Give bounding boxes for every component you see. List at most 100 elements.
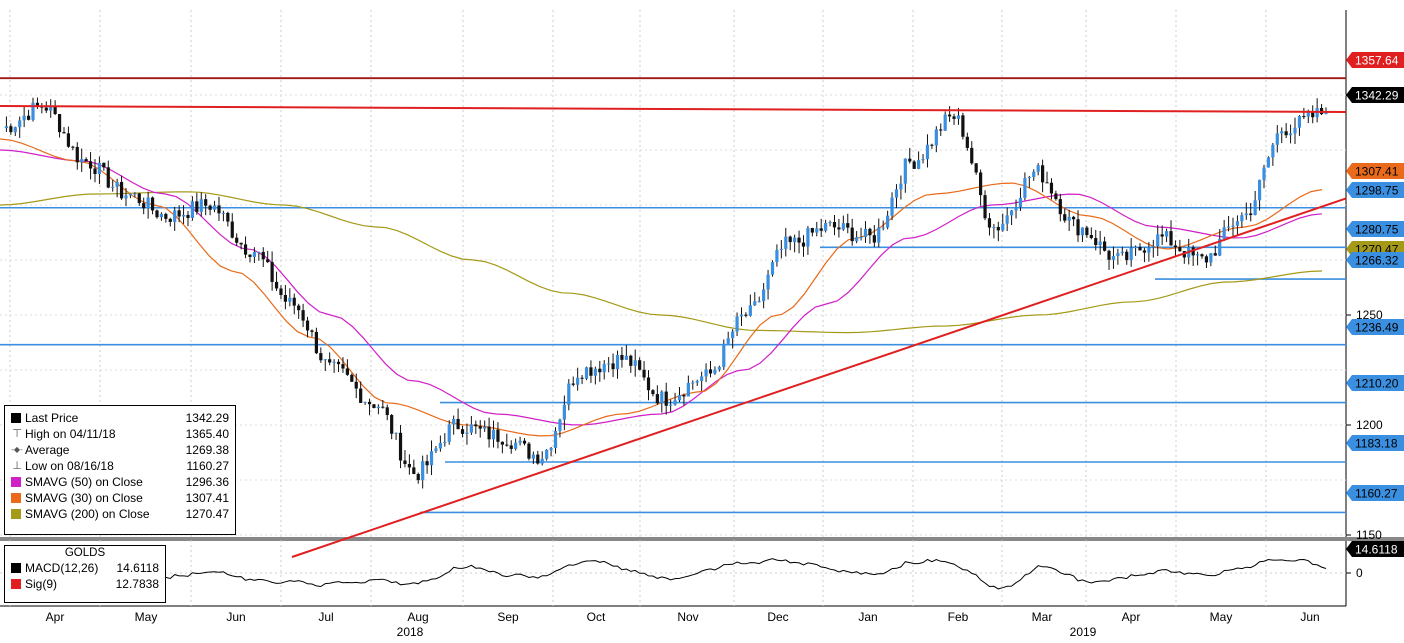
candle-body (580, 377, 584, 379)
candle-body (908, 158, 912, 162)
candle-body (1005, 215, 1009, 224)
candle-body (1041, 165, 1045, 183)
candle-body (443, 441, 447, 443)
candle-body (385, 407, 389, 416)
candle-body (186, 214, 190, 218)
x-month-label: Aug (407, 610, 428, 624)
candle-body (124, 195, 128, 199)
candle-body (739, 314, 744, 317)
candle-body (1063, 214, 1067, 221)
candle-body (1045, 182, 1049, 184)
x-month-label: Jan (858, 610, 877, 624)
candle-body (1275, 133, 1279, 145)
candle-body (1218, 238, 1222, 256)
legend-value: 1365.40 (185, 427, 229, 441)
candle-body (221, 212, 226, 214)
candle-body (261, 251, 265, 260)
candle-body (992, 227, 996, 229)
candle-body (713, 369, 717, 374)
candle-body (323, 359, 327, 361)
candle-body (44, 107, 48, 111)
candle-body (855, 237, 859, 242)
sma30-line (0, 138, 1323, 437)
candle-body (894, 189, 899, 198)
candle-body (1076, 219, 1080, 236)
candle-body (899, 183, 903, 190)
legend-value: 12.7838 (115, 577, 159, 591)
candle-body (350, 374, 354, 382)
candle-body (753, 301, 757, 306)
price-tag-label: 1236.49 (1355, 321, 1399, 335)
candle-body (1253, 200, 1257, 216)
candle-body (567, 383, 571, 405)
candle-body (66, 133, 71, 147)
price-tag-label: 1210.20 (1355, 377, 1399, 391)
candle-body (1200, 254, 1204, 257)
candle-body (708, 369, 713, 374)
candle-body (35, 102, 40, 106)
candle-body (1306, 111, 1310, 117)
legend-row: Sig(9) 12.7838 (5, 576, 165, 592)
candle-body (150, 197, 155, 211)
candle-body (1116, 253, 1120, 257)
macd-last-tag (1346, 541, 1404, 557)
candle-body (252, 252, 257, 257)
candlestick-series (4, 97, 1328, 489)
candle-body (952, 116, 956, 119)
x-month-label: Feb (948, 610, 969, 624)
candle-body (540, 458, 544, 464)
candle-body (722, 343, 726, 367)
candle-body (452, 418, 456, 425)
candle-body (965, 136, 969, 148)
price-tag (1346, 221, 1404, 237)
candle-body (199, 199, 203, 212)
candle-body (1125, 251, 1129, 261)
candle-body (483, 426, 487, 429)
x-month-label: May (1210, 610, 1233, 624)
candle-body (1133, 246, 1138, 248)
candle-body (1098, 241, 1102, 246)
price-legend: Last Price 1342.29 ⊤ High on 04/11/18 1365.4… (4, 405, 236, 535)
candle-body (372, 404, 376, 409)
candle-body (1324, 111, 1328, 115)
legend-label: SMAVG (50) on Close (25, 475, 143, 489)
candle-body (1036, 165, 1040, 172)
candle-body (731, 331, 735, 339)
candle-body (669, 404, 673, 406)
legend-label: SMAVG (200) on Close (25, 507, 150, 521)
candle-body (673, 400, 677, 405)
candle-body (624, 355, 628, 360)
macd-zero-label: 0 (1356, 566, 1363, 580)
candle-body (1195, 254, 1200, 256)
legend-row: SMAVG (30) on Close 1307.41 (5, 490, 235, 506)
candle-body (257, 251, 261, 253)
candle-body (607, 363, 611, 365)
candle-body (111, 186, 115, 188)
candle-body (1231, 225, 1235, 227)
candle-body (1054, 193, 1058, 200)
candle-body (204, 199, 208, 206)
candle-body (514, 442, 518, 449)
candle-body (766, 274, 770, 290)
candle-body (1226, 226, 1231, 228)
candle-body (1293, 127, 1297, 134)
candle-body (1209, 253, 1213, 263)
candle-body (859, 237, 863, 239)
x-month-label: Apr (46, 610, 65, 624)
price-tag-label: 1160.27 (1355, 487, 1398, 501)
candle-body (407, 463, 411, 468)
candle-body (403, 460, 407, 464)
candle-body (824, 223, 828, 231)
candle-body (784, 236, 788, 249)
macd-line (54, 558, 1327, 590)
y-tick-label: 1250 (1356, 308, 1383, 322)
candle-body (9, 126, 13, 133)
candle-body (850, 227, 854, 242)
candle-body (1249, 213, 1253, 216)
candle-body (429, 451, 434, 466)
candle-body (1297, 116, 1302, 128)
x-year-label: 2019 (1070, 625, 1097, 639)
candle-body (1271, 144, 1275, 158)
candle-body (828, 222, 832, 224)
